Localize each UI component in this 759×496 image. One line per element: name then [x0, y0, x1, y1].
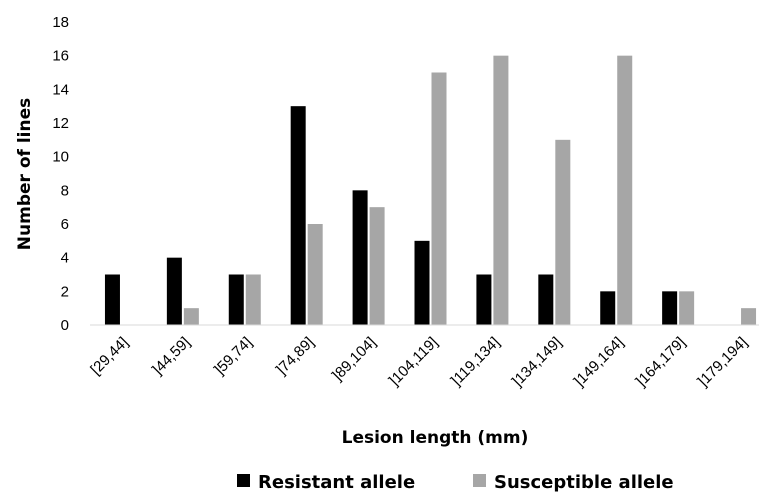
legend-swatch: [473, 474, 486, 487]
y-tick-label: 18: [52, 14, 69, 31]
x-tick-label: ]134,149]: [509, 334, 565, 390]
y-tick-label: 4: [61, 250, 69, 267]
bars: [104, 55, 757, 326]
x-tick-label: ]119,134]: [448, 334, 503, 389]
susceptible-bar: [183, 308, 199, 325]
y-tick-label: 6: [61, 216, 69, 233]
susceptible-bar: [431, 72, 447, 325]
susceptible-bar: [617, 55, 633, 326]
legend: Resistant allele Susceptible allele: [237, 472, 674, 493]
susceptible-bar: [307, 224, 323, 325]
y-axis-title: Number of lines: [15, 98, 35, 250]
x-tick-label: [29,44]: [87, 334, 131, 378]
x-tick-label: ]44,59]: [149, 334, 193, 378]
legend-label: Resistant allele: [258, 472, 415, 493]
susceptible-bar: [493, 55, 509, 326]
x-tick-label: ]179,194]: [695, 334, 751, 390]
y-tick-label: 0: [61, 317, 69, 334]
resistant-bar: [538, 274, 554, 325]
resistant-bar: [352, 190, 368, 325]
resistant-bar: [600, 291, 616, 325]
y-tick-label: 8: [61, 182, 69, 199]
resistant-bar: [166, 257, 182, 325]
susceptible-bar: [741, 308, 757, 325]
resistant-bar: [476, 274, 492, 325]
x-axis-title: Lesion length (mm): [342, 428, 529, 448]
x-tick-label: ]164,179]: [633, 334, 689, 390]
susceptible-bar: [679, 291, 695, 325]
resistant-bar: [414, 240, 430, 325]
susceptible-bar: [555, 139, 571, 325]
legend-swatch: [237, 474, 250, 487]
y-tick-label: 12: [52, 115, 69, 132]
resistant-bar: [228, 274, 244, 325]
y-tick-label: 14: [52, 81, 69, 98]
x-tick-label: ]104,119]: [386, 334, 441, 389]
x-tick-label: ]74,89]: [273, 334, 317, 378]
x-axis-ticks: [29,44] ]44,59] ]59,74] ]74,89] ]89,104]]104…: [87, 334, 751, 390]
resistant-bar: [290, 106, 306, 326]
y-tick-label: 10: [52, 149, 69, 166]
x-tick-label: ]149,164]: [571, 334, 627, 390]
y-tick-label: 2: [61, 283, 69, 300]
x-tick-label: ]89,104]: [329, 334, 379, 384]
x-tick-label: ]59,74]: [211, 334, 255, 378]
susceptible-bar: [245, 274, 261, 325]
resistant-bar: [104, 274, 120, 325]
y-axis-ticks: 0 2 4 6 8 10 12 14 16 18: [52, 14, 69, 334]
y-tick-label: 16: [52, 48, 69, 65]
susceptible-bar: [369, 207, 385, 325]
legend-label: Susceptible allele: [494, 472, 674, 493]
resistant-bar: [662, 291, 678, 325]
